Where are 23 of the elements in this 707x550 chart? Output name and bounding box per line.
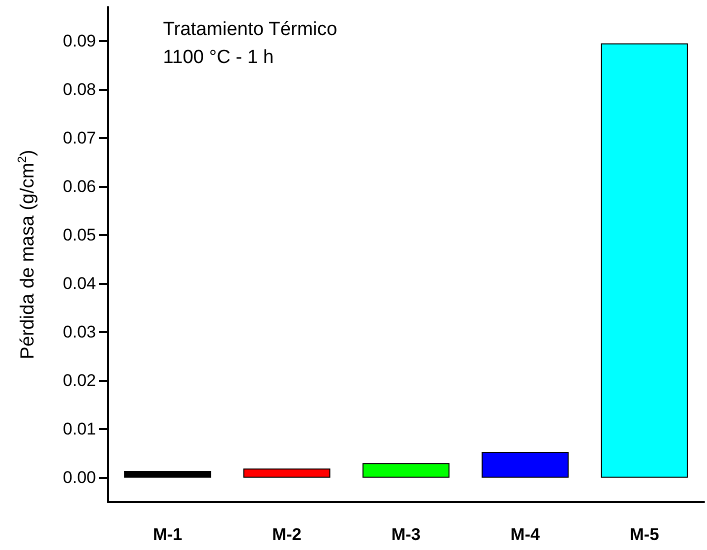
y-tick-label: 0.04 xyxy=(62,274,96,294)
bar xyxy=(243,468,330,478)
bar xyxy=(124,470,212,478)
y-tick-label: 0.06 xyxy=(62,177,96,196)
x-tick-label: M-5 xyxy=(630,525,660,544)
annotation: Tratamiento Térmico xyxy=(163,19,338,40)
x-tick-label: M-2 xyxy=(272,525,302,544)
bar xyxy=(362,463,450,478)
y-axis-title: Pérdida de masa (g/cm2) xyxy=(15,150,38,360)
bar xyxy=(600,43,688,478)
y-tick-label: 0.05 xyxy=(62,226,96,245)
y-tick-label: 0.02 xyxy=(62,371,96,390)
y-tick-label: 0.00 xyxy=(62,468,96,488)
y-tick-label: 0.07 xyxy=(62,128,96,148)
x-tick-label: M-3 xyxy=(391,525,421,544)
y-tick-label: 0.08 xyxy=(62,80,96,99)
x-tick-label: M-4 xyxy=(510,525,540,544)
y-tick-label: 0.01 xyxy=(62,420,96,439)
annotation: 1100 °C - 1 h xyxy=(163,47,274,68)
bar xyxy=(482,452,569,478)
y-tick-label: 0.03 xyxy=(62,322,96,342)
x-tick-label: M-1 xyxy=(152,525,182,544)
y-tick-label: 0.09 xyxy=(62,31,96,50)
